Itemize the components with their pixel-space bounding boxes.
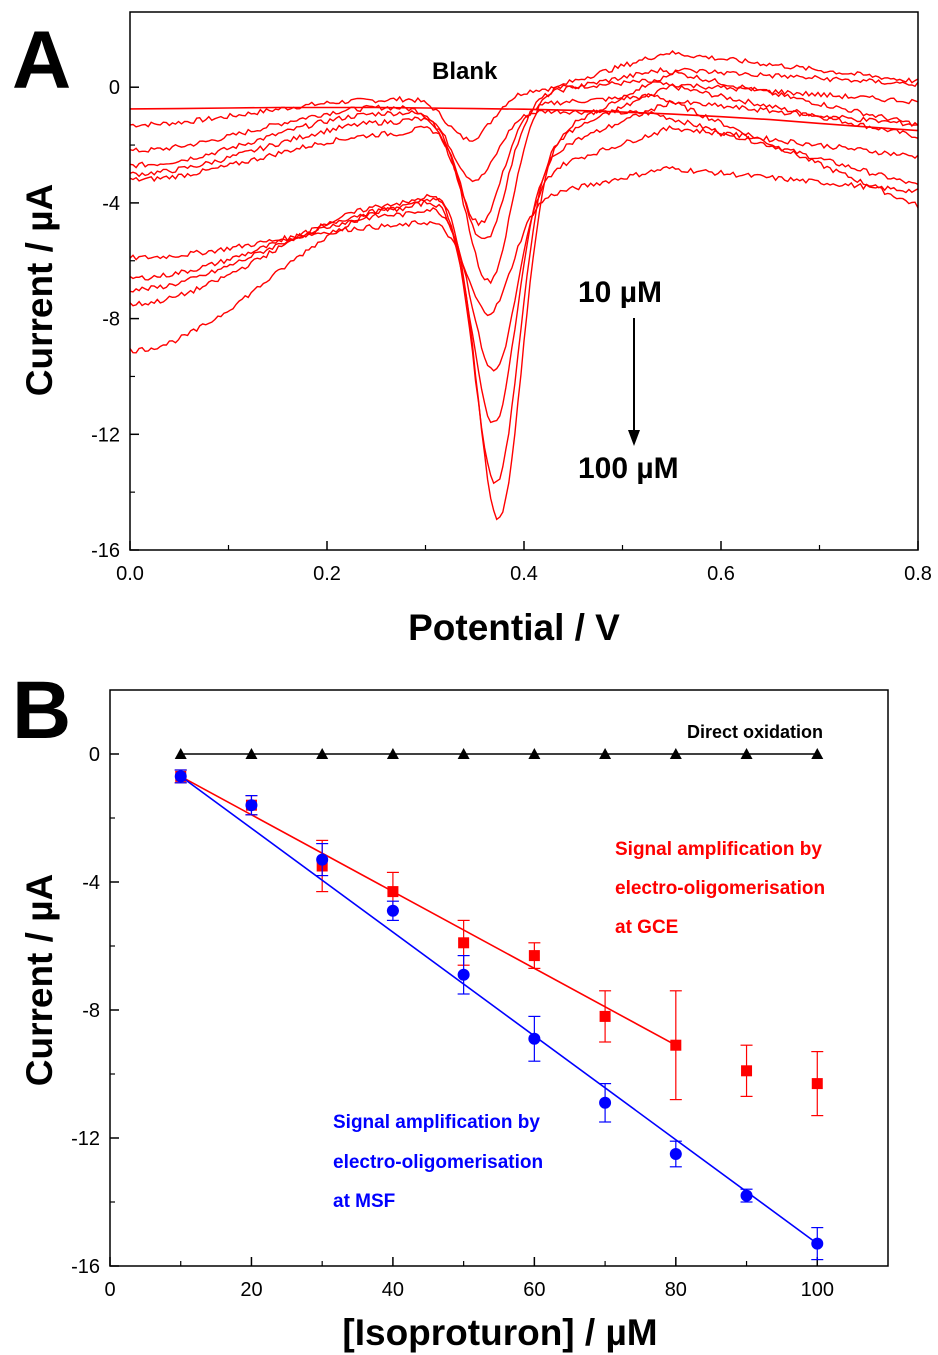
- panel-1-y-tick-label: -4: [82, 872, 100, 894]
- concentration-arrow-head: [628, 430, 640, 446]
- blank-curve: [129, 106, 919, 132]
- panel-1-x-tick-label: 80: [665, 1279, 687, 1301]
- panel-0-x-tick-label: 0.6: [707, 563, 735, 585]
- concentration-curve: [129, 99, 919, 424]
- panel-b-frame: [109, 689, 889, 1267]
- gce-point: [387, 886, 399, 898]
- msf-point: [599, 1096, 612, 1109]
- panel-1-y-tick-label: -8: [82, 1000, 100, 1022]
- panel-0-x-tick-label: 0.8: [904, 563, 932, 585]
- panel-0-y-tick-label: -12: [91, 424, 120, 446]
- gce-fit-line: [180, 775, 677, 1046]
- panel-0-y-tick-label: -16: [91, 540, 120, 562]
- start-concentration-label: 10 µM: [578, 276, 662, 309]
- panel-a-y-axis-title: Current / µA: [19, 184, 60, 397]
- panel-0-x-tick-label: 0.4: [510, 563, 538, 585]
- gce-legend-line-2: electro-oligomerisation: [615, 878, 825, 899]
- gce-point: [458, 937, 470, 949]
- panel-0-y-tick-label: -8: [102, 309, 120, 331]
- end-concentration-label: 100 µM: [578, 452, 679, 485]
- panel-a: A 0.0 0.2 0.4 0.6 0.8 0 -4 -8 -12 -16 Blank 10 µM…: [12, 11, 932, 648]
- concentration-curve: [129, 93, 919, 227]
- direct-oxidation-point: [174, 748, 187, 759]
- direct-oxidation-point: [669, 748, 682, 759]
- msf-legend-line-1: Signal amplification by: [333, 1112, 540, 1133]
- panel-0-y-tick-label: -4: [102, 193, 120, 215]
- direct-oxidation-point: [528, 748, 541, 759]
- concentration-curve: [129, 67, 919, 521]
- concentration-curve: [129, 125, 919, 372]
- panel-a-x-axis-title: Potential / V: [408, 607, 620, 648]
- panel-0-x-tick-label: 0.2: [313, 563, 341, 585]
- concentration-curve: [129, 78, 919, 142]
- panel-b-x-axis-title: [Isoproturon] / µM: [342, 1312, 657, 1353]
- panel-a-ticks: 0.0 0.2 0.4 0.6 0.8 0 -4 -8 -12 -16: [91, 77, 932, 585]
- panel-1-y-tick-label: -16: [71, 1256, 100, 1278]
- panel-b-ticks: 0 20 40 60 80 100 0 -4 -8 -12 -16: [71, 744, 834, 1301]
- concentration-curve: [129, 66, 919, 240]
- msf-point: [457, 968, 470, 981]
- panel-b-letter: B: [12, 665, 71, 756]
- blank-label: Blank: [432, 58, 498, 85]
- panel-1-x-tick-label: 0: [104, 1279, 115, 1301]
- direct-oxidation-point: [316, 748, 329, 759]
- gce-point: [741, 1065, 753, 1077]
- concentration-curve: [129, 104, 919, 185]
- gce-point: [811, 1078, 823, 1090]
- msf-point: [528, 1032, 541, 1045]
- gce-legend-line-3: at GCE: [615, 917, 678, 938]
- panel-1-x-tick-label: 60: [523, 1279, 545, 1301]
- panel-a-curves: [129, 50, 919, 521]
- panel-1-y-tick-label: 0: [89, 744, 100, 766]
- direct-oxidation-point: [386, 748, 399, 759]
- msf-point: [245, 799, 258, 812]
- msf-point: [174, 770, 187, 783]
- concentration-curve: [129, 165, 919, 317]
- panel-1-y-tick-label: -12: [71, 1128, 100, 1150]
- panel-b: B 0 20 40 60 80 100 0 -4 -8 -12 -16 Direct oxidati…: [12, 665, 889, 1353]
- gce-point: [599, 1010, 611, 1022]
- panel-b-series: [174, 748, 824, 1261]
- panel-a-letter: A: [12, 15, 71, 106]
- direct-oxidation-point: [599, 748, 612, 759]
- msf-point: [811, 1237, 824, 1250]
- direct-oxidation-point: [740, 748, 753, 759]
- direct-oxidation-point: [245, 748, 258, 759]
- msf-point: [740, 1189, 753, 1202]
- panel-b-y-axis-title: Current / µA: [19, 874, 60, 1087]
- direct-oxidation-label: Direct oxidation: [687, 722, 823, 742]
- panel-0-x-tick-label: 0.0: [116, 563, 144, 585]
- direct-oxidation-point: [457, 748, 470, 759]
- direct-oxidation-point: [811, 748, 824, 759]
- msf-point: [316, 853, 329, 866]
- msf-point: [669, 1148, 682, 1160]
- msf-legend-line-3: at MSF: [333, 1191, 395, 1212]
- concentration-curve: [129, 83, 919, 485]
- panel-0-y-tick-label: 0: [109, 77, 120, 99]
- msf-fit-line: [180, 775, 818, 1245]
- concentration-curve: [129, 50, 919, 285]
- msf-legend-line-2: electro-oligomerisation: [333, 1152, 543, 1173]
- panel-1-x-tick-label: 20: [240, 1279, 262, 1301]
- panel-1-x-tick-label: 40: [382, 1279, 404, 1301]
- gce-point: [528, 950, 540, 962]
- gce-legend-line-1: Signal amplification by: [615, 839, 822, 860]
- panel-1-x-tick-label: 100: [801, 1279, 834, 1301]
- gce-point: [670, 1039, 682, 1051]
- msf-point: [386, 904, 399, 917]
